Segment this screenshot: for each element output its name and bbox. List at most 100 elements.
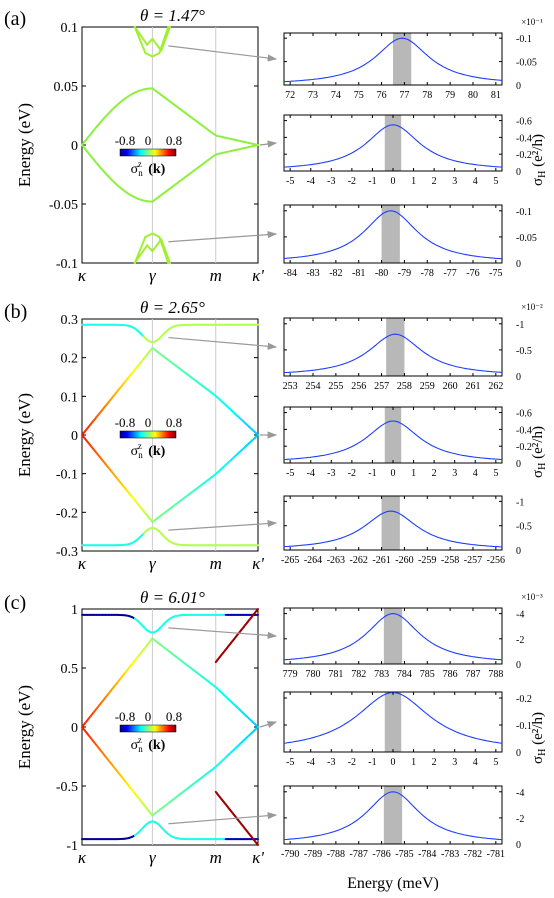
- xtick-label: 259: [420, 381, 435, 392]
- xtick-label: -256: [487, 555, 505, 566]
- resonance-band: [384, 115, 402, 171]
- panel-title: θ = 2.65°: [140, 298, 205, 317]
- hall-curve: [283, 37, 503, 83]
- xtick-label: -5: [286, 757, 294, 768]
- hall-ylabel: σH (e²/h): [530, 712, 548, 764]
- xtick-label: 786: [443, 669, 458, 680]
- xtick-label: -782: [464, 849, 482, 860]
- colorbar-label: σnz (k): [131, 159, 166, 178]
- xtick-label: m: [210, 848, 222, 867]
- xtick-label: -2: [348, 468, 356, 479]
- xtick-label: -263: [327, 555, 345, 566]
- xtick-label: -1: [368, 468, 376, 479]
- xtick-label: -2: [348, 757, 356, 768]
- xtick-label: 1: [411, 176, 416, 187]
- ytick-label: 0.05: [54, 80, 79, 95]
- ytick-label: 0.3: [61, 313, 79, 328]
- band-line: [151, 51, 161, 58]
- band-panel-1: (b) θ = 2.65° 0.3 0.2 0.1 0 -0.1 -0.2 -0.3 Energy…: [4, 298, 278, 573]
- xtick-label: -5: [286, 468, 294, 479]
- xtick-label: 81: [491, 90, 501, 101]
- xtick-label: -259: [418, 555, 436, 566]
- colorbar-max: 0.8: [166, 709, 182, 724]
- xtick-label: 2: [432, 757, 437, 768]
- xtick-label: 781: [328, 669, 343, 680]
- xtick-label: 261: [465, 381, 480, 392]
- ytick-label: -4: [516, 610, 524, 621]
- ytick-label: -2: [516, 814, 524, 825]
- band-line: [144, 232, 154, 239]
- xtick-label: -79: [398, 268, 411, 279]
- resonance-band: [383, 608, 403, 664]
- xtick-label: -262: [350, 555, 368, 566]
- xtick-label: 80: [468, 90, 478, 101]
- xtick-label: -1: [368, 176, 376, 187]
- colorbar-label: σnz (k): [131, 441, 166, 460]
- xtick-label: κ: [78, 266, 87, 285]
- xtick-label: -786: [372, 849, 390, 860]
- pointer-arrow: [168, 231, 278, 243]
- xtick-label: 79: [445, 90, 455, 101]
- xtick-label: 3: [452, 757, 457, 768]
- xtick-label: -80: [375, 268, 388, 279]
- xtick-label: 4: [473, 757, 478, 768]
- xtick-label: 1: [411, 757, 416, 768]
- xtick-label: 76: [377, 90, 387, 101]
- resonance-band: [381, 205, 400, 263]
- xtick-label: γ: [149, 554, 157, 573]
- xtick-label: -789: [304, 849, 322, 860]
- colorbar-min: -0.8: [115, 709, 136, 724]
- ytick-label: 0.1: [61, 390, 79, 405]
- ytick-label: 0: [516, 459, 521, 470]
- pointer-arrow: [168, 45, 278, 62]
- hall-panel-2: -84 -83 -82 -81 -80 -79 -78 -77 -76 -75 -0.1 -0.05 0: [283, 204, 537, 279]
- y-exponent: ×10⁻³: [521, 592, 543, 602]
- xtick-label: -3: [327, 757, 335, 768]
- hall-ylabel: σH (e²/h): [530, 426, 548, 478]
- ytick-label: 1: [71, 603, 78, 618]
- colorbar-label: σnz (k): [131, 735, 166, 754]
- ytick-label: -0.2: [516, 150, 532, 161]
- xtick-label: γ: [149, 266, 157, 285]
- hall-ylabel-text: σH (e²/h): [530, 426, 548, 478]
- hall-curve: [283, 210, 503, 260]
- ytick-label: 0: [71, 139, 78, 154]
- hall-axes: [283, 785, 503, 845]
- panel-title: θ = 6.01°: [140, 588, 205, 607]
- xtick-label: 255: [328, 381, 343, 392]
- xtick-label: m: [210, 554, 222, 573]
- xtick-label: 2: [432, 176, 437, 187]
- ytick-label: -1: [516, 497, 524, 508]
- hall-curve: [283, 420, 503, 461]
- xtick-label: -257: [464, 555, 482, 566]
- hall-ylabel-text: σH (e²/h): [530, 712, 548, 764]
- xtick-label: 779: [283, 669, 298, 680]
- xtick-label: κ: [78, 848, 87, 867]
- ytick-label: 0: [516, 660, 521, 671]
- ytick-label: -0.1: [516, 34, 532, 45]
- xtick-label: 0: [391, 757, 396, 768]
- xtick-label: 780: [306, 669, 321, 680]
- ytick-label: -0.2: [56, 506, 78, 521]
- xtick-label: -790: [281, 849, 299, 860]
- xtick-label: 256: [351, 381, 366, 392]
- panel-label: (a): [4, 8, 26, 30]
- xtick-label: -261: [372, 555, 390, 566]
- colorbar-max: 0.8: [166, 415, 182, 430]
- band-line: [151, 232, 161, 239]
- xtick-label: -82: [329, 268, 342, 279]
- hall-panel-1: -5 -4 -3 -2 -1 0 1 2 3 4 5 -0.6 -0.4 -0.2 0: [283, 114, 532, 187]
- hall-axes: [283, 607, 503, 665]
- xtick-label: -4: [307, 468, 315, 479]
- band-ylabel: Energy (eV): [15, 685, 34, 769]
- resonance-band: [381, 496, 400, 550]
- band-line: [254, 726, 259, 731]
- ytick-label: 0: [516, 372, 521, 383]
- xtick-label: 77: [399, 90, 409, 101]
- xtick-label: -84: [283, 268, 296, 279]
- xtick-label: 253: [283, 381, 298, 392]
- resonance-band: [393, 33, 412, 85]
- band-line: [151, 37, 163, 52]
- panel-label: (c): [4, 592, 26, 614]
- hall-axes: [283, 317, 503, 377]
